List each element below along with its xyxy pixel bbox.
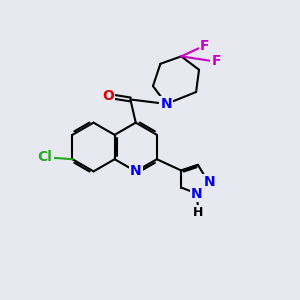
Text: N: N — [160, 97, 172, 111]
Text: N: N — [191, 187, 203, 200]
Text: O: O — [103, 89, 114, 103]
Text: F: F — [212, 54, 221, 68]
Text: N: N — [203, 175, 215, 189]
Text: H: H — [193, 206, 203, 219]
Text: F: F — [200, 39, 209, 53]
Text: Cl: Cl — [38, 150, 52, 164]
Text: N: N — [130, 164, 142, 178]
